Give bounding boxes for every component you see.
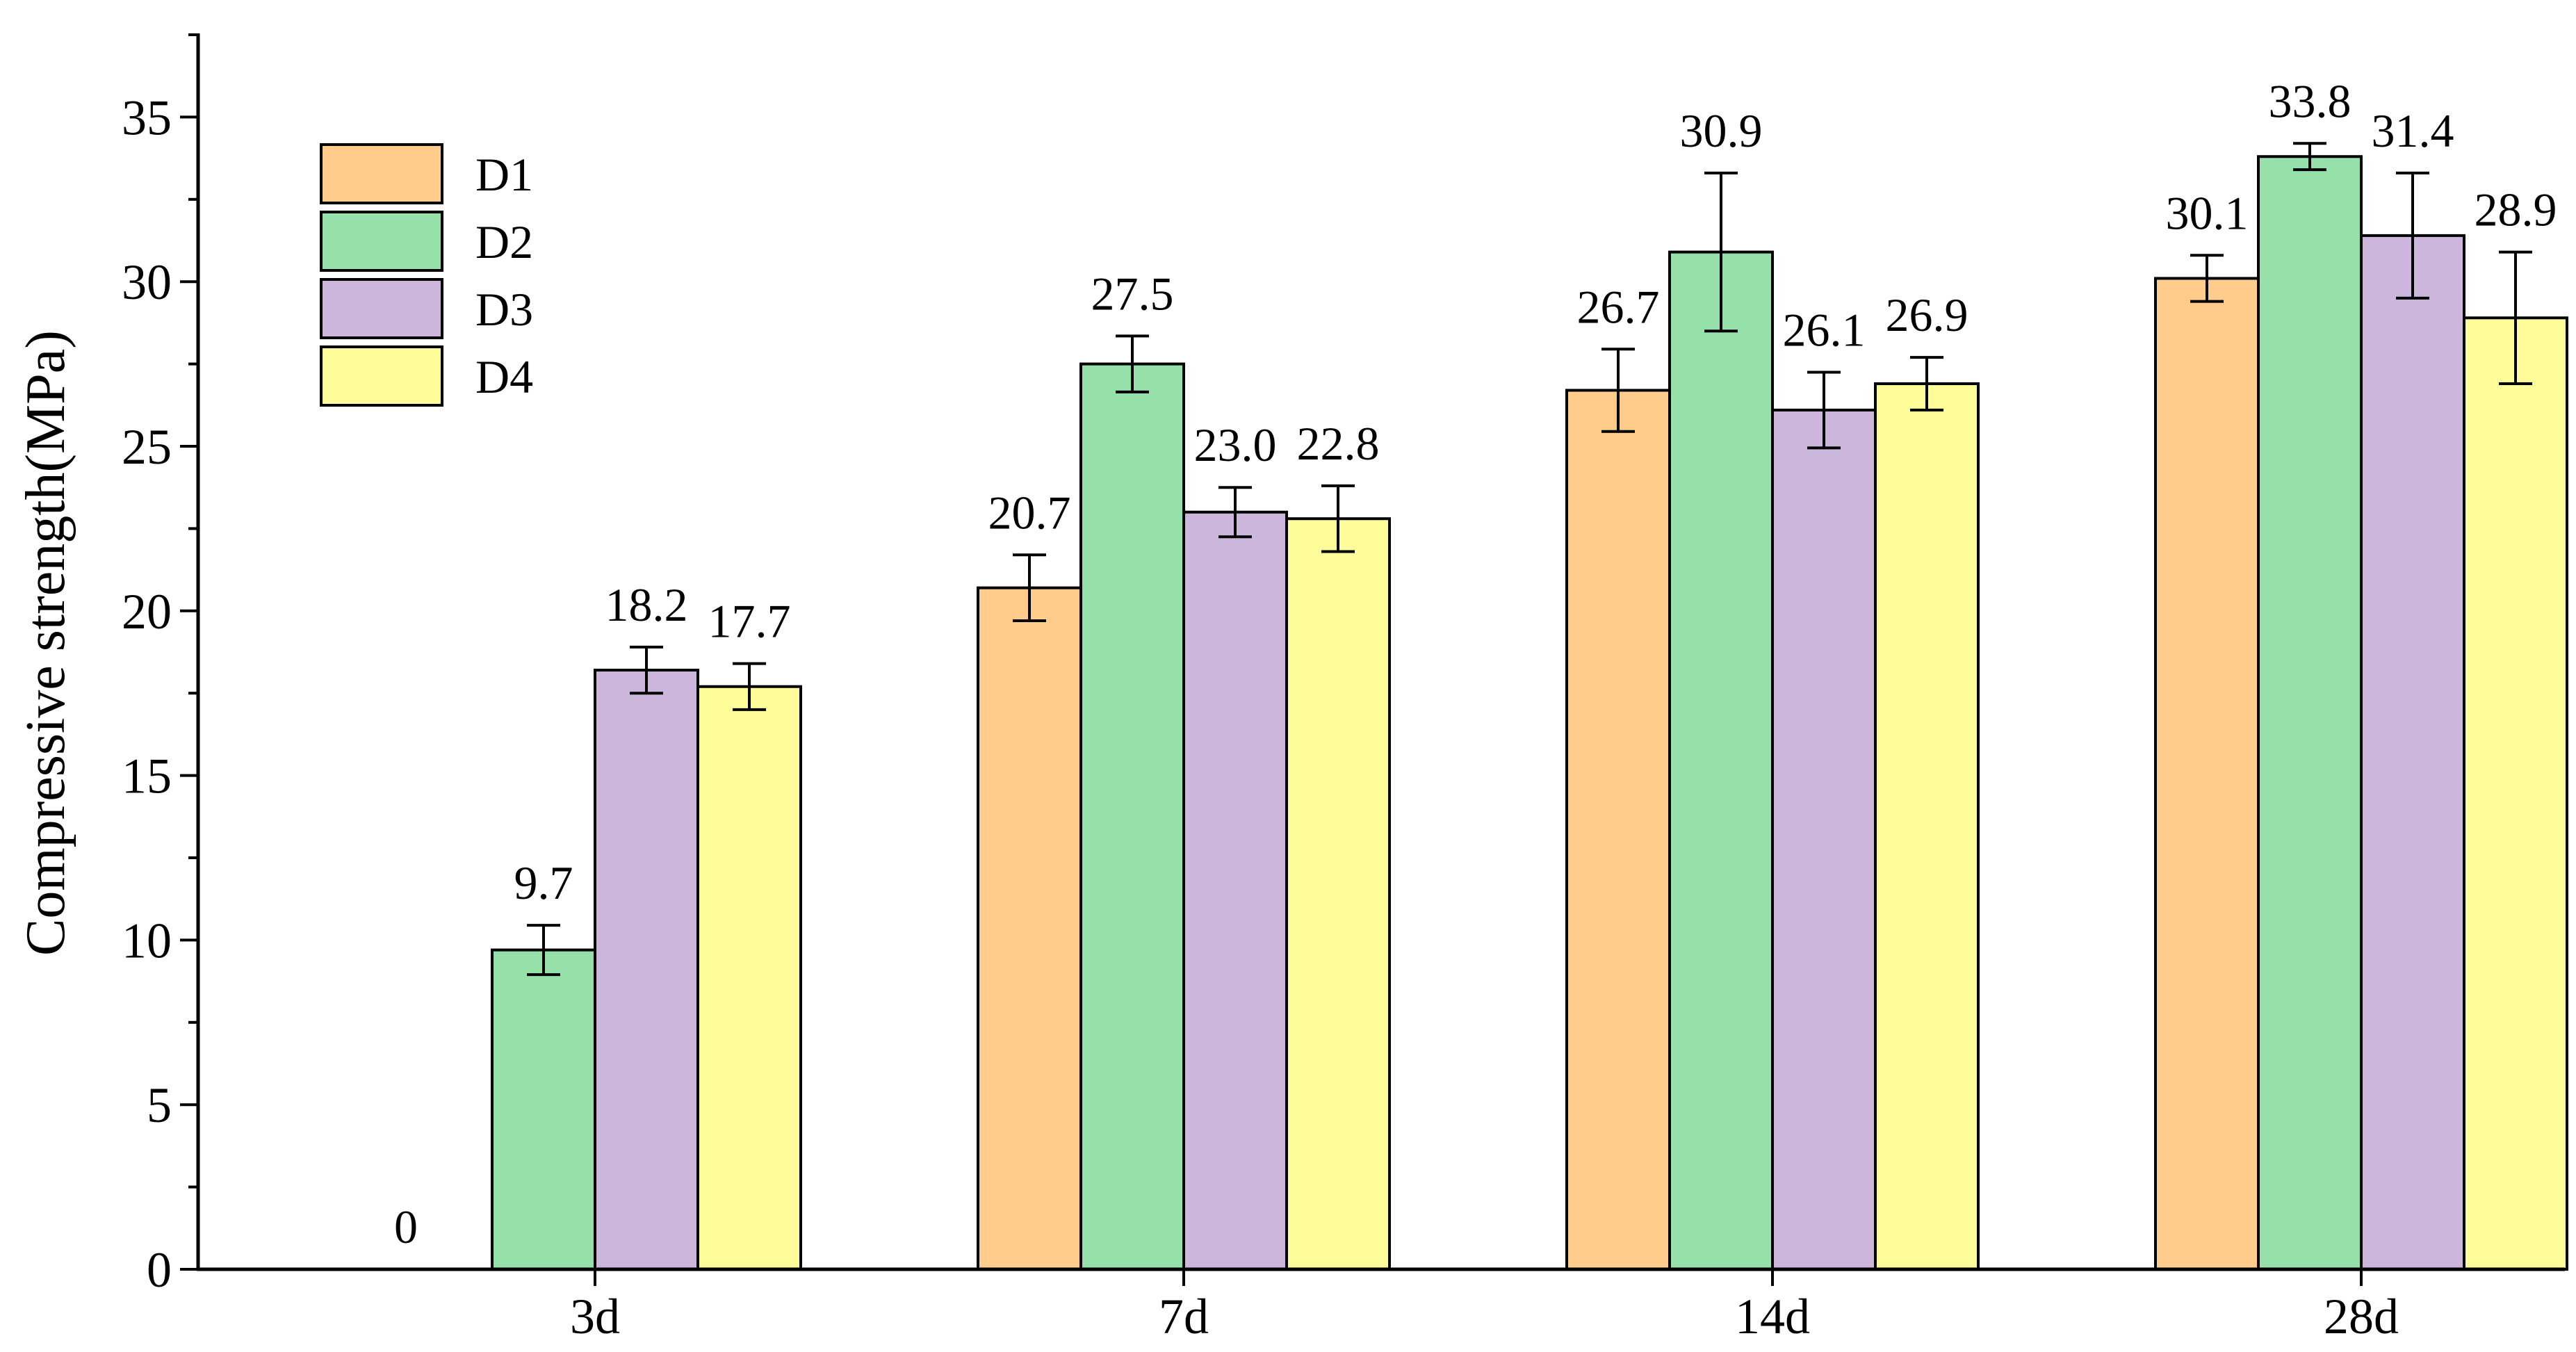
y-tick-label-30: 30 <box>122 254 172 310</box>
legend-item-d1: D1 <box>320 143 533 204</box>
bar-d3-3d <box>594 669 699 1271</box>
data-label-d4-7d: 22.8 <box>1297 417 1380 470</box>
error-bar-d1-7d <box>1013 553 1046 623</box>
legend-label-d3: D3 <box>475 283 533 336</box>
data-label-d4-14d: 26.9 <box>1886 288 1968 341</box>
y-tick-label-5: 5 <box>147 1077 172 1133</box>
legend-swatch-d3 <box>320 278 443 339</box>
data-label-d2-14d: 30.9 <box>1680 104 1763 157</box>
bar-d3-7d <box>1182 510 1288 1271</box>
error-bars-layer <box>527 142 2532 977</box>
bar-d4-14d <box>1874 382 1980 1271</box>
error-bar-d2-14d <box>1704 171 1738 333</box>
data-label-d4-3d: 17.7 <box>708 595 791 648</box>
y-tick-label-0: 0 <box>147 1242 172 1298</box>
bar-d3-28d <box>2360 234 2465 1271</box>
bar-d4-7d <box>1285 517 1391 1271</box>
legend-item-d4: D4 <box>320 345 533 407</box>
legend-swatch-d4 <box>320 345 443 407</box>
error-bar-d3-14d <box>1807 370 1841 450</box>
error-bar-d2-28d <box>2293 142 2326 172</box>
legend-label-d2: D2 <box>475 215 533 268</box>
bar-d4-28d <box>2463 316 2568 1271</box>
data-label-d3-3d: 18.2 <box>605 578 688 631</box>
y-tick-label-10: 10 <box>122 913 172 968</box>
y-tick-label-35: 35 <box>122 90 172 145</box>
error-bar-d1-28d <box>2190 254 2224 303</box>
error-bar-d2-7d <box>1116 334 1149 393</box>
data-label-d2-7d: 27.5 <box>1091 267 1174 320</box>
error-bar-d4-3d <box>733 662 766 711</box>
bar-d3-14d <box>1771 408 1877 1271</box>
data-label-d2-3d: 9.7 <box>514 856 573 909</box>
data-label-d3-28d: 31.4 <box>2372 104 2454 157</box>
bar-d1-7d <box>977 586 1082 1271</box>
data-label-d1-3d: 0 <box>394 1200 418 1253</box>
bar-d2-7d <box>1079 362 1185 1271</box>
legend: D1 D2 D3 D4 <box>320 143 533 407</box>
y-axis-title: Compressive strength(MPa) <box>15 330 76 956</box>
bar-d1-14d <box>1565 389 1671 1271</box>
y-tick-label-25: 25 <box>122 419 172 475</box>
x-tick-label-28d: 28d <box>2324 1289 2399 1344</box>
bar-d2-3d <box>491 948 596 1271</box>
data-label-d1-7d: 20.7 <box>988 486 1071 539</box>
error-bar-d1-14d <box>1601 348 1635 433</box>
bars-layer <box>491 155 2568 1271</box>
legend-item-d2: D2 <box>320 211 533 272</box>
error-bar-d3-28d <box>2396 171 2429 300</box>
error-bar-d3-7d <box>1218 486 1252 539</box>
error-bar-d2-3d <box>527 924 560 977</box>
data-label-d2-28d: 33.8 <box>2269 74 2351 127</box>
legend-swatch-d2 <box>320 211 443 272</box>
bar-d2-14d <box>1668 250 1774 1271</box>
y-tick-label-20: 20 <box>122 584 172 640</box>
data-label-d3-14d: 26.1 <box>1783 303 1866 356</box>
legend-label-d4: D4 <box>475 350 533 403</box>
axes-layer: 0 5 10 15 20 25 30 35 3d 7d 14d 28d <box>122 33 2565 1344</box>
bar-d1-28d <box>2154 277 2260 1271</box>
error-bar-d4-14d <box>1910 356 1943 412</box>
x-tick-label-14d: 14d <box>1735 1289 1810 1344</box>
bar-d4-3d <box>696 685 802 1271</box>
error-bar-d4-28d <box>2499 250 2532 386</box>
x-tick-label-3d: 3d <box>570 1289 620 1344</box>
legend-item-d3: D3 <box>320 278 533 339</box>
data-label-d3-7d: 23.0 <box>1194 418 1277 471</box>
y-tick-label-15: 15 <box>122 749 172 804</box>
data-label-d1-28d: 30.1 <box>2166 186 2249 239</box>
data-label-d4-28d: 28.9 <box>2475 184 2557 236</box>
x-tick-label-7d: 7d <box>1159 1289 1209 1344</box>
data-label-d1-14d: 26.7 <box>1577 280 1660 333</box>
error-bar-d4-7d <box>1321 484 1355 553</box>
legend-swatch-d1 <box>320 143 443 204</box>
error-bar-d3-3d <box>630 645 663 695</box>
data-labels-layer: 0 9.7 18.2 17.7 20.7 27.5 23.0 22.8 26.7 30.9 26.1… <box>394 74 2557 1253</box>
bar-d2-28d <box>2257 155 2363 1271</box>
legend-label-d1: D1 <box>475 148 533 201</box>
